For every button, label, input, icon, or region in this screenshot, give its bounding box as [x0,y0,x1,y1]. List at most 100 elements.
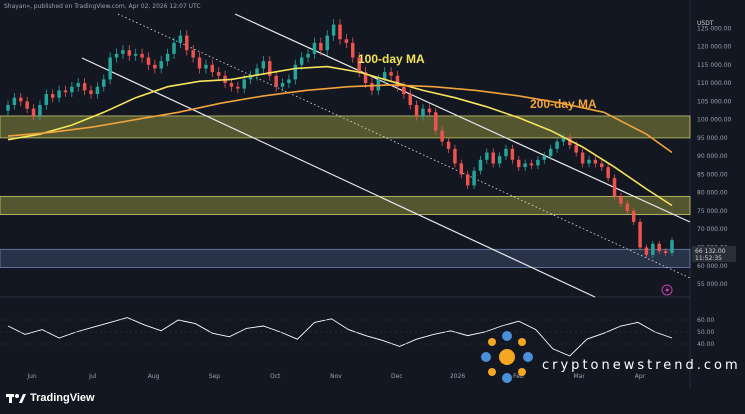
candle [434,107,438,135]
x-tick-label: Jun [26,373,37,380]
watermark-logo-icon [481,331,533,383]
candle [453,144,457,168]
candle [185,30,189,56]
candle [414,100,419,121]
candle [102,74,106,92]
y-tick-label: 55 000.00 [697,281,728,288]
candle [344,33,349,49]
candle [31,104,36,121]
candle [338,19,342,45]
candle [440,126,444,146]
rsi-axis: 40.00 50.00 60.00 [0,317,714,348]
y-tick-label: 80 000.00 [697,190,728,197]
candle [657,240,661,254]
ma-200-line [7,84,673,154]
y-tick-label: 100 000.00 [697,117,732,124]
candle [529,159,534,170]
x-tick-label: Aug [148,373,160,380]
candle [491,148,495,168]
candle [593,155,598,168]
candle [319,37,323,56]
candle [382,67,387,85]
candle [248,70,253,85]
candle [236,81,240,94]
candle [555,137,559,153]
candle [287,74,291,88]
candle [389,67,393,81]
candle [108,52,112,85]
y-tick-label: 60 000.00 [697,263,728,270]
candle [312,37,317,60]
unit-label: USDT [697,20,714,27]
x-tick-label: Mar [574,373,586,380]
candle [76,78,80,92]
candle [229,78,234,92]
y-tick-label: 125 000.00 [697,25,732,32]
candle [587,155,591,168]
y-tick-label: 95 000.00 [697,135,728,142]
y-tick-label: 90 000.00 [697,153,728,160]
lightning-icon[interactable] [661,284,673,296]
candle [548,144,553,161]
candle [6,100,10,116]
candle [70,81,74,97]
candle [57,85,61,103]
x-tick-label: Oct [270,373,281,380]
candle [357,52,361,78]
y-tick-label: 70 000.00 [697,226,728,233]
x-tick-label: Dec [391,373,403,380]
candle [204,59,208,74]
y-tick-label: 115 000.00 [697,62,732,69]
candle [255,63,259,81]
moving-averages-layer [7,65,673,207]
candle [114,48,119,63]
x-tick-label: Nov [330,373,342,380]
candle [651,240,655,258]
candle [25,96,29,114]
candles-layer [6,19,674,258]
x-tick-label: Feb [513,373,524,380]
current-price-tag: 66 132.00 11:52:35 [692,246,736,262]
tradingview-logo-icon [6,394,26,403]
candle [178,30,183,49]
candle [427,104,432,117]
candle [121,44,125,60]
candle [370,78,374,96]
channel-lower-line [81,57,596,298]
candle [306,48,310,63]
candle [568,133,572,150]
candle [670,237,674,256]
candle [261,56,266,74]
candle [191,44,195,63]
candle [606,163,610,182]
annotation-200-day-ma: 200-day MA [530,97,597,111]
rsi-tick-label: 40.00 [697,341,714,348]
candle [165,48,170,67]
candle [293,59,298,85]
candle [63,85,68,97]
candle [172,37,176,60]
candle [663,248,668,256]
candle [497,152,502,168]
candle [459,159,464,179]
candle [542,152,547,164]
annotation-100-day-ma: 100-day MA [358,52,425,66]
candle [133,48,138,61]
candle [19,93,23,106]
candle [146,52,151,70]
candle [485,148,489,164]
candle [523,159,527,171]
x-tick-label: 2026 [450,373,465,380]
candle [12,93,17,110]
candle [517,155,521,171]
chart-caption: Shayan», published on TradingView.com, A… [4,3,201,10]
candle [274,70,278,92]
candle [325,30,329,56]
candle [446,137,451,153]
candle [331,19,336,41]
candle [210,59,215,78]
tradingview-logo[interactable]: TradingView [6,392,95,404]
current-price-label: 66 132.00 [695,248,726,255]
